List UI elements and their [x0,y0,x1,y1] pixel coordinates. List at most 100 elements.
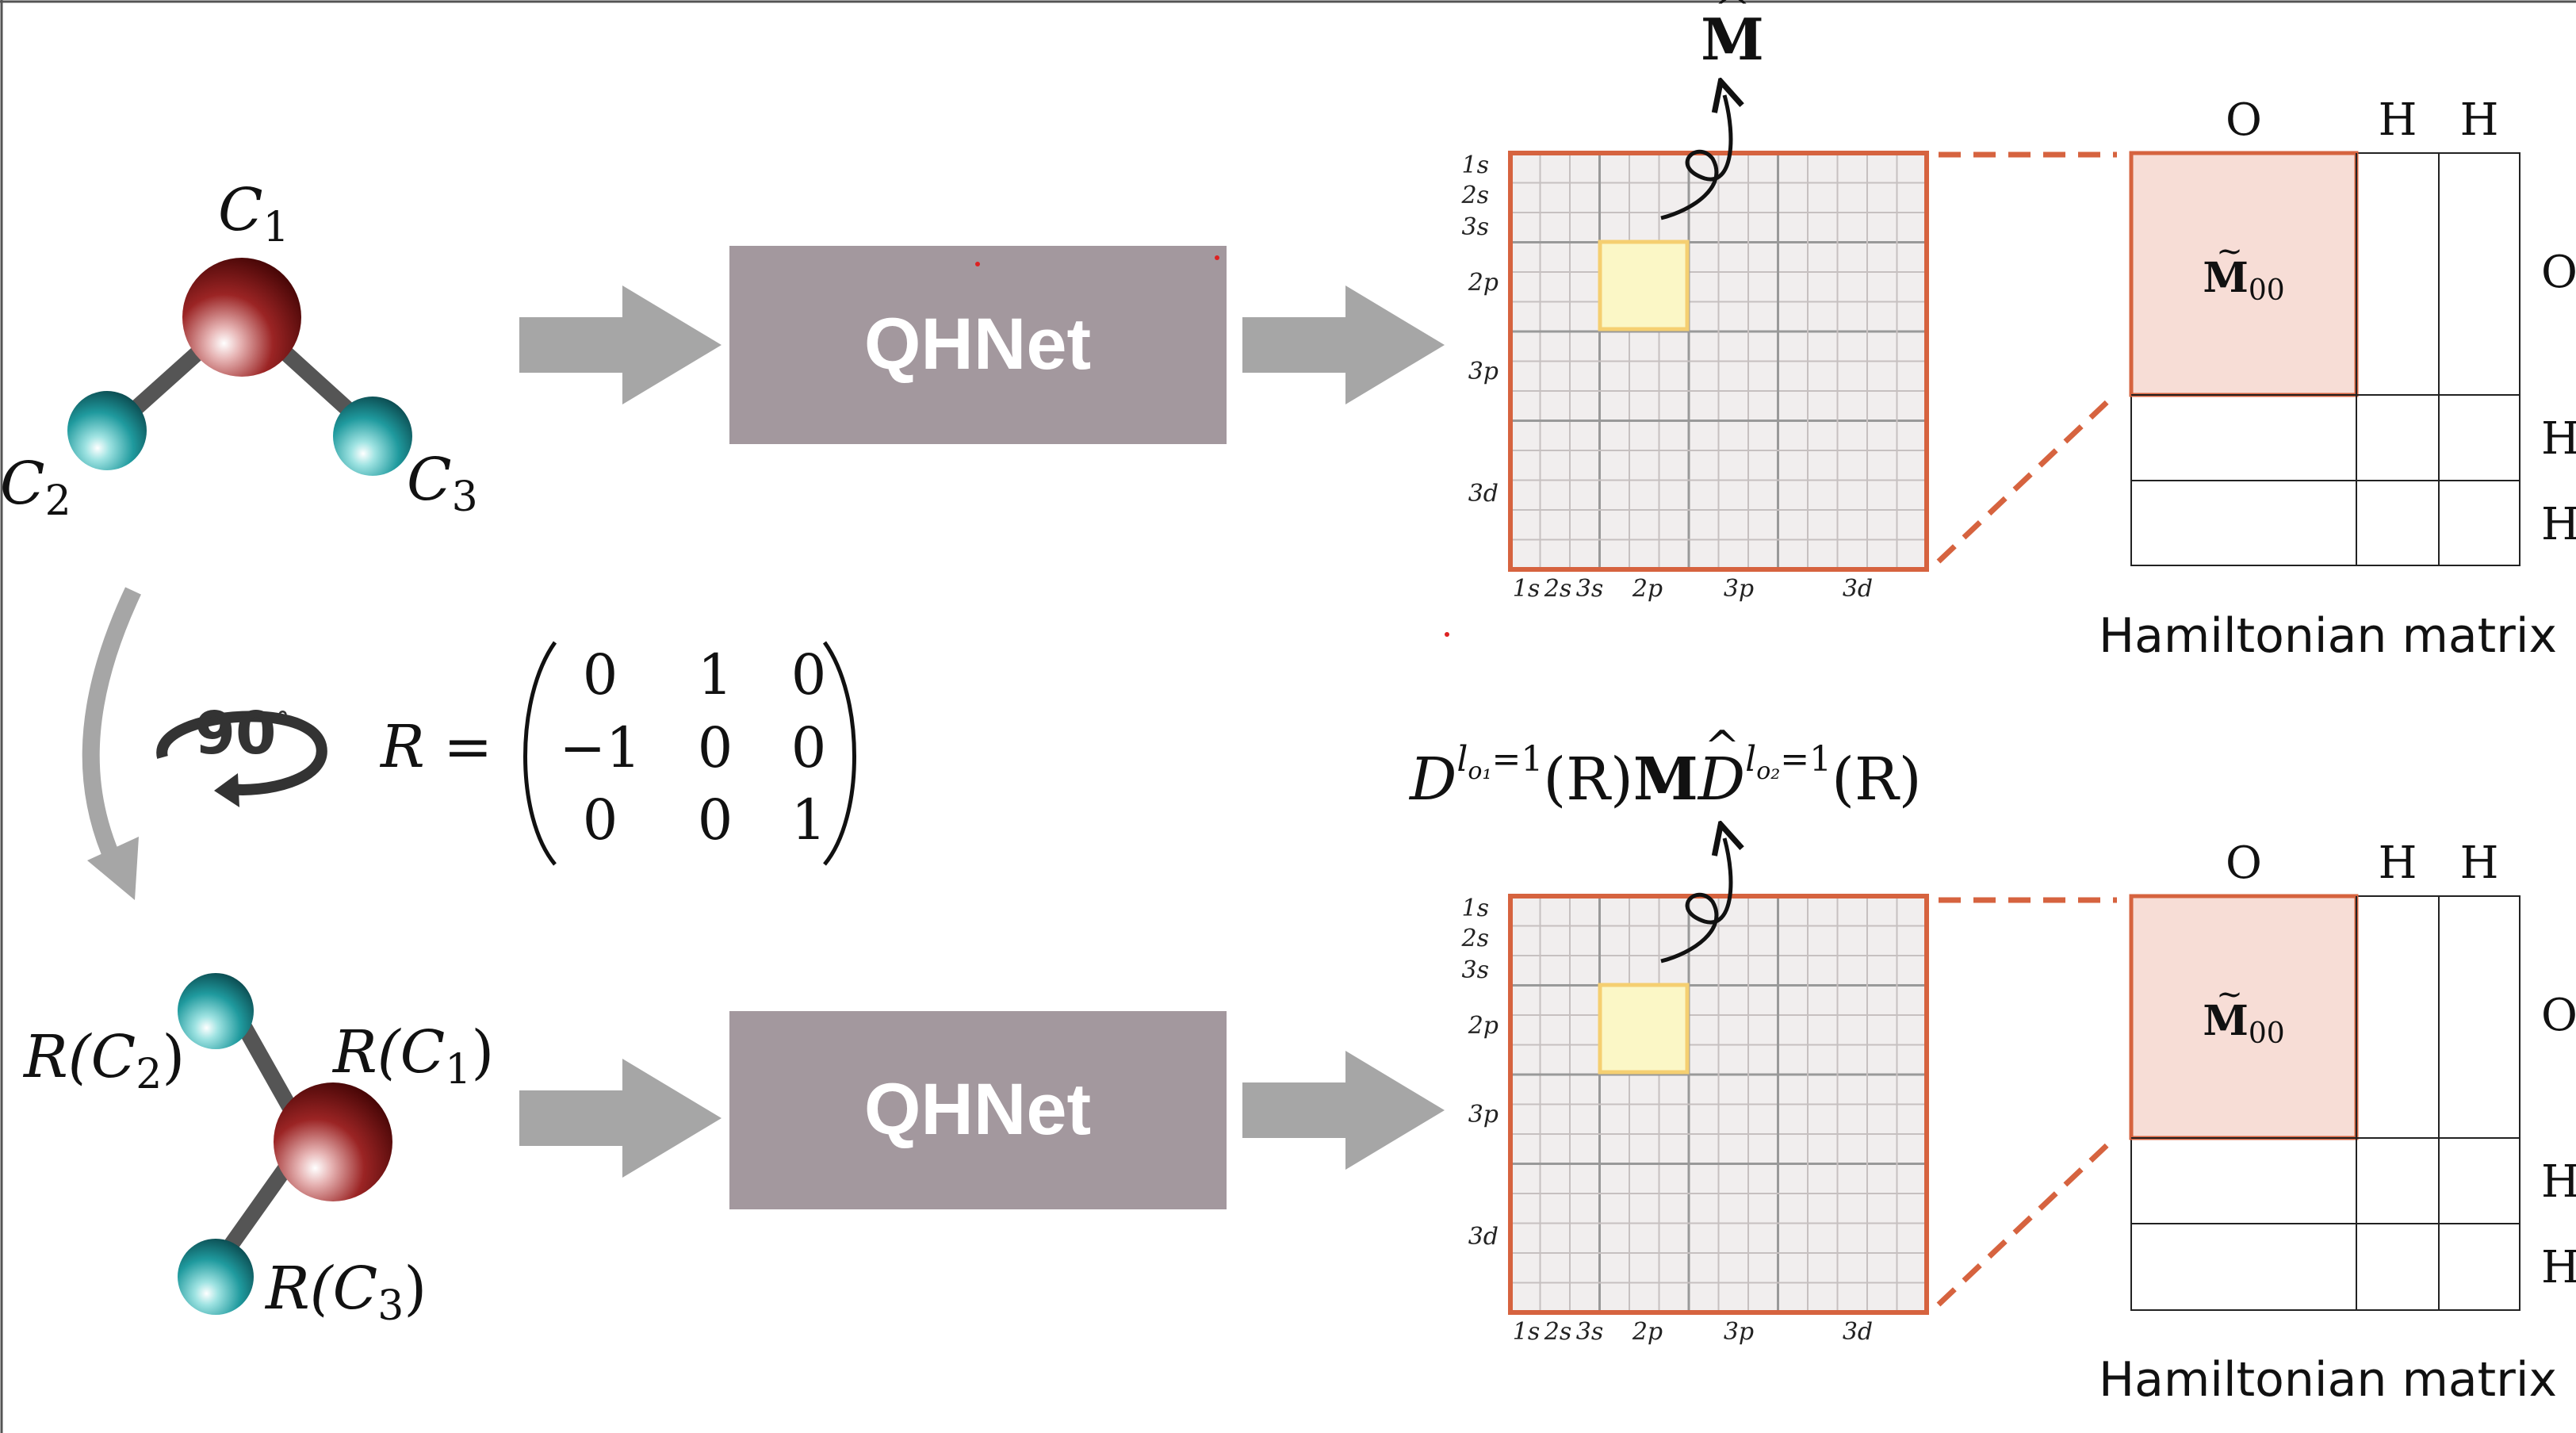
hamiltonian-matrix-bottom: M00 ~ O H H O H H Hamiltonian matrix [2099,837,2576,1408]
atom-row-label: H [2541,413,2576,465]
grid-lines [1510,153,1927,569]
atom-row-label: H [2541,499,2576,550]
label-c3: C3 [407,446,478,521]
hydrogen-atom-icon [67,391,147,470]
label-c2: C2 [0,450,71,525]
col-label: 2s [1544,1318,1571,1346]
matrix-cell: 0 [791,715,827,780]
highlight-block [1598,239,1690,331]
label-c1: C1 [218,176,289,251]
row-label: 1s [1462,895,1489,922]
zoom-connector [1936,1137,2115,1307]
hydrogen-atom-icon [178,973,254,1049]
arrow-right-icon [519,1059,722,1178]
row-label: 2s [1461,182,1489,209]
hat-accent: ^ [1704,722,1740,772]
matrix-cell: 0 [583,642,618,707]
label-rc2: R(C2) [22,1023,185,1098]
row-label: 3p [1468,358,1499,385]
qhnet-label-bottom: QHNet [864,1069,1091,1150]
bottom-molecule: R(C2) R(C1) R(C3) [22,973,494,1330]
dot-mark [975,262,980,266]
matrix-cell: 1 [698,642,733,707]
col-label: 2p [1632,575,1663,603]
hydrogen-atom-icon [178,1239,254,1315]
hm-caption: Hamiltonian matrix [2099,1352,2557,1408]
tilde-accent: ~ [2216,233,2243,270]
curl-arrow-icon [1660,838,1731,964]
label-rc3: R(C3) [264,1255,427,1330]
right-paren [822,641,856,866]
col-label: 2s [1544,575,1571,603]
hm-block-label: M00 [2203,254,2284,307]
qhnet-box-top [729,246,1227,444]
formula-text: Dlo₁=1(R)MDlo₂=1(R) [1408,739,1922,814]
row-label: 2s [1461,925,1489,952]
col-label: 1s [1513,1318,1540,1346]
matrix-cell: −1 [559,715,641,780]
grid-frame [1508,894,1929,1315]
row-label: 3d [1468,1223,1499,1251]
atom-col-label: H [2379,94,2417,146]
row-label: 2p [1468,1012,1499,1040]
rotate-ring [156,711,327,795]
atom-col-label: O [2226,94,2262,146]
orbital-grid-bottom: 1s 2s 3s 2p 3p 3d 1s 2s 3s 2p 3p 3d [1461,894,1929,1346]
atom-col-label: H [2460,837,2499,889]
matrix-cell: 0 [583,787,618,853]
orbital-grid-top: 1s 2s 3s 2p 3p 3d 1s 2s 3s 2p 3p 3d [1461,151,1929,603]
zoom-connector [1936,394,2115,564]
curl-arrow-icon [1660,95,1731,220]
grid-frame [1508,151,1929,572]
arrow-right-icon [519,285,722,404]
matrix-name: R = [379,713,492,781]
oxygen-atom-icon [182,258,301,377]
col-label: 3d [1843,575,1873,603]
oxygen-atom-icon [274,1082,392,1201]
atom-col-label: H [2379,837,2417,889]
dot-mark [1445,632,1449,637]
rotation-arrow-head-icon [87,837,139,900]
col-label: 3s [1576,575,1603,603]
hm-block-oo [2129,894,2359,1140]
left-paren [523,641,557,866]
col-label: 3p [1724,575,1754,603]
rotate-arrow-head [214,773,239,807]
dot-mark [1215,255,1219,260]
atom-col-label: O [2226,837,2262,889]
atom-row-label: H [2541,1242,2576,1293]
matrix-cell: 1 [791,787,827,853]
col-label: 2p [1632,1318,1663,1346]
hamiltonian-matrix-top: M00 ~ O H H O H H Hamiltonian matrix [2099,94,2576,664]
atom-col-label: H [2460,94,2499,146]
row-label: 3s [1462,956,1489,984]
row-label: 2p [1468,269,1499,297]
row-label: 3p [1468,1101,1499,1128]
matrix-cell: 0 [698,787,733,853]
col-label: 3p [1724,1318,1754,1346]
matrix-output-label: M [1701,6,1764,73]
col-label: 1s [1513,575,1540,603]
hm-caption: Hamiltonian matrix [2099,608,2557,664]
col-label: 3s [1576,1318,1603,1346]
hydrogen-atom-icon [333,397,412,476]
atom-row-label: H [2541,1156,2576,1208]
matrix-cell: 0 [698,715,733,780]
label-rc1: R(C1) [331,1018,494,1094]
grid-lines [1510,896,1927,1312]
rotate-label: 90° [195,699,289,768]
highlight-block [1598,983,1690,1075]
rotation-matrix: R = 0 1 0 −1 0 0 0 0 1 [379,641,856,866]
arrow-right-icon [1242,285,1445,404]
matrix-cell: 0 [791,642,827,707]
row-label: 3s [1462,213,1489,241]
row-label: 3d [1468,480,1499,508]
equivariance-formula: Dlo₁=1(R)MDlo₂=1(R) ^ [1408,722,1922,814]
qhnet-box-bottom [729,1011,1227,1209]
tilde-accent: ~ [2216,976,2243,1013]
top-molecule: C1 C2 C3 [0,176,478,525]
atom-row-label: O [2541,247,2576,298]
atom-row-label: O [2541,990,2576,1041]
rotate-90-icon: 90° [156,699,327,807]
